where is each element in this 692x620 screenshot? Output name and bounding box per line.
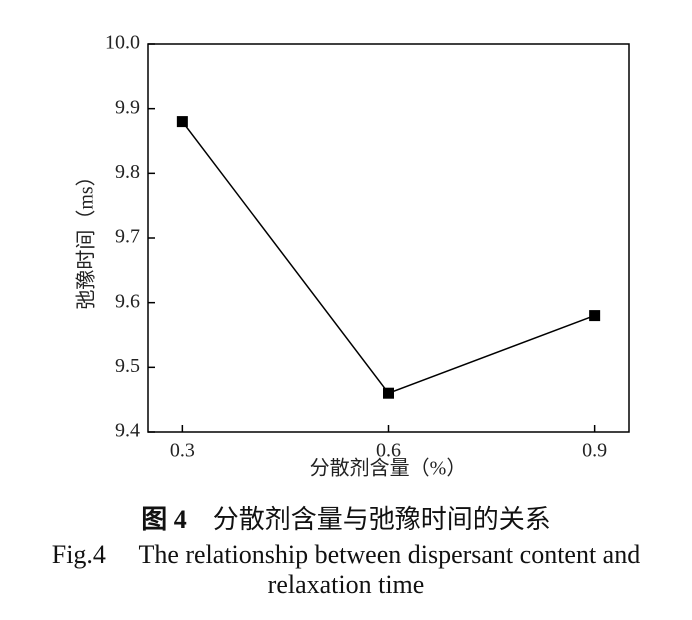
- y-tick-label: 9.6: [115, 290, 140, 312]
- x-axis-label: 分散剂含量（%）: [310, 457, 467, 480]
- y-axis-label: 弛豫时间（ms）: [75, 166, 98, 309]
- caption-text: 分散剂含量与弛豫时间的关系: [212, 505, 551, 534]
- point-marker: [383, 387, 394, 399]
- caption-en: Fig.4 The relationship between dispersan…: [10, 540, 682, 600]
- caption-label: 图 4: [141, 505, 187, 534]
- x-tick-label: 0.6: [376, 440, 401, 462]
- caption-cn: 图 4 分散剂含量与弛豫时间的关系: [10, 505, 682, 535]
- y-tick-label: 9.9: [115, 96, 140, 118]
- y-tick-label: 9.7: [115, 226, 140, 248]
- point-marker: [589, 310, 601, 322]
- x-tick-label: 0.3: [170, 440, 195, 462]
- y-tick-label: 9.8: [115, 161, 140, 183]
- x-tick-label: 0.9: [582, 440, 607, 462]
- chart: 分散剂含量（%） 弛豫时间（ms） 9.4 9.5 9.6 9.7 9.8 9.9 10.0…: [75, 32, 630, 480]
- y-tick-label: 10.0: [105, 32, 140, 54]
- y-tick-label: 9.4: [115, 420, 140, 442]
- point-marker: [176, 116, 188, 128]
- plot-frame: [147, 43, 630, 433]
- series-line: [181, 121, 595, 395]
- caption-text: The relationship between dispersant cont…: [138, 540, 641, 599]
- caption-label: Fig.4: [51, 540, 106, 569]
- y-tick-label: 9.5: [115, 355, 140, 377]
